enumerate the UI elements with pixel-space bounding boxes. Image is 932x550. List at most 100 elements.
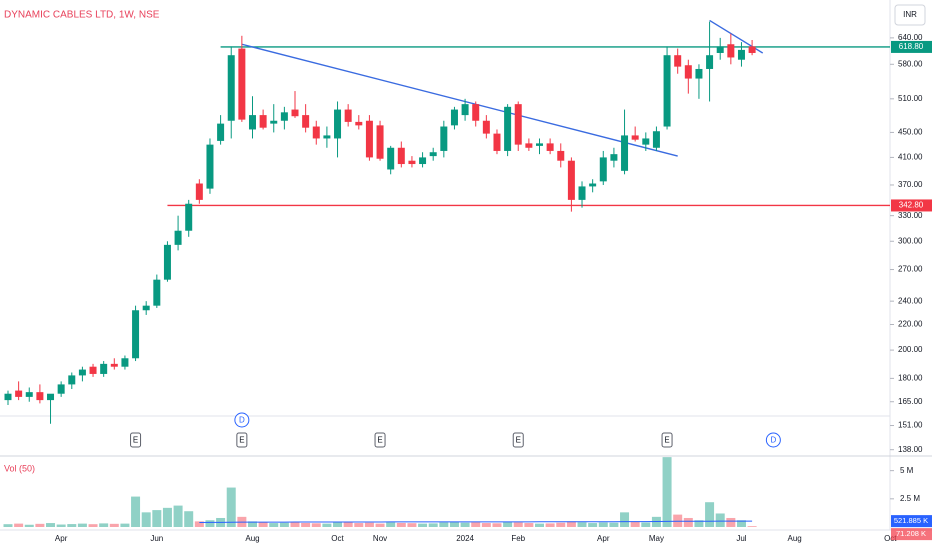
candle-body <box>195 183 203 200</box>
candle-body <box>280 112 288 121</box>
earnings-marker[interactable] <box>512 432 524 448</box>
candle-body <box>674 55 682 67</box>
candle-body <box>610 154 618 161</box>
volume-bar <box>3 524 13 527</box>
volume-bar <box>152 510 162 527</box>
volume-bar <box>545 523 555 527</box>
candle-body <box>132 310 140 359</box>
earnings-marker[interactable] <box>236 432 248 448</box>
volume-bar <box>492 523 502 527</box>
earnings-marker[interactable] <box>130 432 142 448</box>
candle-body <box>397 147 405 165</box>
volume-bar <box>481 523 491 527</box>
y-tick-label: 138.00 <box>898 445 923 454</box>
volume-bar <box>120 523 130 527</box>
dividend-marker[interactable] <box>765 432 781 448</box>
candle-body <box>748 46 756 53</box>
volume-bar <box>194 521 204 527</box>
earnings-marker[interactable] <box>661 432 673 448</box>
candle-body <box>546 143 554 151</box>
candle-body <box>227 55 235 121</box>
volume-bar <box>449 521 459 527</box>
volume-bar <box>715 513 725 527</box>
candle-body <box>429 152 437 157</box>
volume-bar <box>88 524 98 527</box>
candle-body <box>174 230 182 245</box>
candle-body <box>578 186 586 200</box>
price-label-box <box>891 40 932 53</box>
x-tick-label: Aug <box>245 534 259 543</box>
candle-body <box>15 390 23 397</box>
candle-body <box>121 358 129 367</box>
candle-body <box>100 363 108 374</box>
event-label: D <box>239 416 245 425</box>
volume-bar <box>566 521 576 527</box>
candle-body <box>557 150 565 161</box>
candle-body <box>493 133 501 151</box>
volume-bar <box>301 522 311 527</box>
volume-bar <box>162 507 172 527</box>
volume-bar <box>598 522 608 527</box>
volume-bar <box>630 521 640 527</box>
candle-body <box>599 157 607 182</box>
y-tick-label: 370.00 <box>898 180 923 189</box>
candle-body <box>163 244 171 280</box>
volume-tick-label: 5 M <box>900 466 914 475</box>
volume-label: 71.208 K <box>896 529 926 538</box>
volume-bar <box>184 511 194 527</box>
volume-bar <box>428 523 438 527</box>
y-tick-label: 240.00 <box>898 296 923 305</box>
x-tick-label: Nov <box>373 534 387 543</box>
volume-bar <box>173 505 183 527</box>
x-tick-label: Jul <box>736 534 746 543</box>
volume-bar <box>77 523 87 527</box>
x-tick-label: 2024 <box>456 534 474 543</box>
candle-body <box>344 109 352 122</box>
candle-body <box>706 55 714 69</box>
volume-bar <box>354 523 364 527</box>
price-label-box <box>891 199 932 212</box>
volume-bar <box>141 512 151 527</box>
volume-bar <box>620 512 630 527</box>
volume-bar <box>726 517 736 527</box>
volume-ma-line <box>199 520 753 523</box>
volume-bar <box>35 523 45 527</box>
y-tick-label: 270.00 <box>898 265 923 274</box>
candle-body <box>78 369 86 376</box>
volume-bar <box>311 523 321 527</box>
volume-bar <box>683 517 693 527</box>
volume-bar <box>226 487 236 527</box>
volume-bar <box>290 522 300 527</box>
volume-bar <box>705 502 715 527</box>
candle-body <box>387 147 395 170</box>
candle-body <box>110 363 118 367</box>
volume-title: Vol (50) <box>4 463 35 473</box>
candle-body <box>631 135 639 140</box>
candle-body <box>47 393 55 401</box>
volume-bar <box>67 524 77 527</box>
volume-bar <box>247 521 257 527</box>
candle-body <box>153 279 161 306</box>
volume-bar <box>747 526 757 527</box>
x-tick-label: Oct <box>331 534 344 543</box>
volume-bar <box>269 523 279 527</box>
currency-box[interactable] <box>894 4 926 26</box>
candle-body <box>57 384 65 394</box>
earnings-marker[interactable] <box>374 432 386 448</box>
candle-body <box>514 104 522 145</box>
volume-bar <box>577 522 587 527</box>
y-tick-label: 165.00 <box>898 397 923 406</box>
x-tick-label: May <box>649 534 664 543</box>
volume-bar <box>418 523 428 527</box>
volume-bar <box>343 522 353 527</box>
y-tick-label: 200.00 <box>898 345 923 354</box>
volume-bar <box>375 523 385 527</box>
dividend-marker[interactable] <box>234 412 250 428</box>
volume-bar <box>205 520 215 527</box>
y-tick-label: 450.00 <box>898 128 923 137</box>
candle-body <box>663 55 671 127</box>
volume-bar <box>333 521 343 527</box>
candle-body <box>472 104 480 121</box>
volume-bar <box>694 520 704 527</box>
